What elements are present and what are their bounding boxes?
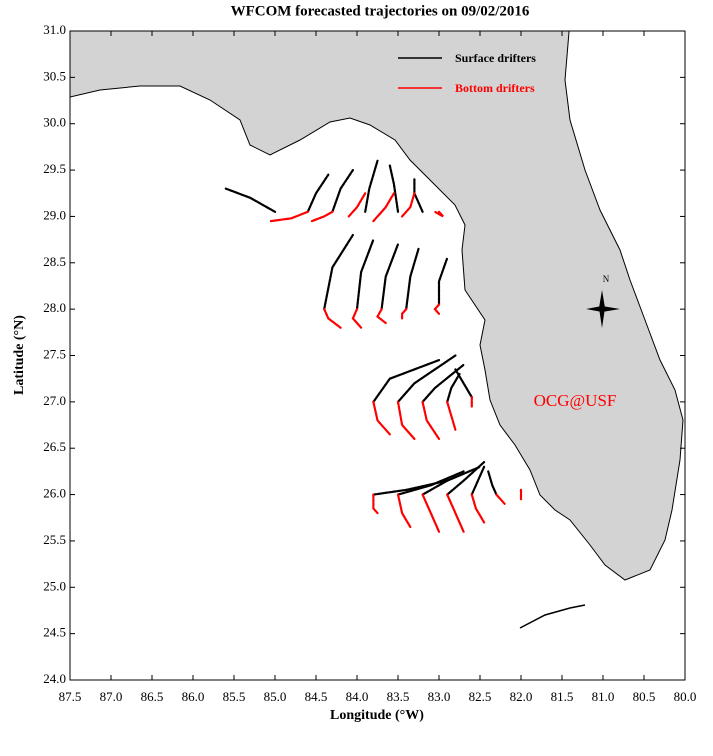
trajectory <box>421 363 465 403</box>
trajectory <box>421 493 441 533</box>
trajectory <box>446 400 457 431</box>
y-tick-label: 30.0 <box>43 115 66 130</box>
trajectory <box>396 470 465 496</box>
compass-needle <box>586 306 620 312</box>
x-tick-label: 81.5 <box>551 689 574 704</box>
x-tick-label: 84.0 <box>346 689 369 704</box>
trajectory <box>396 400 416 440</box>
y-tick-label: 24.5 <box>43 625 66 640</box>
land <box>70 31 684 629</box>
trajectory <box>347 192 367 218</box>
x-tick-label: 86.0 <box>182 689 205 704</box>
y-tick-label: 27.0 <box>43 393 66 408</box>
trajectory <box>396 354 457 403</box>
x-tick-label: 80.0 <box>674 689 697 704</box>
x-axis-label: Longitude (°W) <box>330 708 424 723</box>
compass-label: N <box>603 274 610 284</box>
x-tick-label: 82.0 <box>510 689 533 704</box>
y-tick-label: 25.5 <box>43 532 66 547</box>
y-tick-label: 24.0 <box>43 671 66 686</box>
trajectory <box>446 372 461 403</box>
trajectory <box>323 308 342 329</box>
annotation: OCG@USF <box>534 391 617 410</box>
trajectory <box>364 159 379 213</box>
trajectory <box>437 257 449 306</box>
x-tick-label: 84.5 <box>305 689 328 704</box>
x-tick-label: 82.5 <box>469 689 492 704</box>
trajectory <box>372 359 441 403</box>
trajectory <box>454 368 473 399</box>
trajectory <box>331 169 354 213</box>
trajectory <box>413 178 424 213</box>
y-tick-label: 30.5 <box>43 68 66 83</box>
trajectory <box>421 400 441 440</box>
y-tick-label: 27.5 <box>43 346 66 361</box>
y-tick-label: 26.0 <box>43 486 66 501</box>
trajectory <box>470 465 486 496</box>
legend-label: Bottom drifters <box>455 81 535 95</box>
trajectory <box>376 308 387 325</box>
x-tick-label: 87.0 <box>100 689 123 704</box>
y-tick-label: 26.5 <box>43 439 66 454</box>
trajectory <box>388 164 400 213</box>
y-tick-label: 31.0 <box>43 22 66 37</box>
trajectory <box>433 303 441 315</box>
y-tick-label: 25.0 <box>43 578 66 593</box>
trajectory <box>396 493 412 529</box>
x-tick-label: 83.5 <box>387 689 410 704</box>
trajectory <box>269 210 309 223</box>
trajectory <box>446 493 465 533</box>
trajectory <box>405 247 420 311</box>
x-tick-label: 83.0 <box>428 689 451 704</box>
trajectory <box>372 493 379 515</box>
trajectory <box>306 173 330 213</box>
y-tick-label: 28.0 <box>43 300 66 315</box>
y-tick-label: 28.5 <box>43 254 66 269</box>
x-tick-label: 80.5 <box>633 689 656 704</box>
trajectory <box>433 210 444 218</box>
x-tick-label: 86.5 <box>141 689 164 704</box>
florida-land <box>70 31 684 581</box>
trajectory <box>380 243 400 311</box>
trajectory <box>495 493 506 505</box>
tracks <box>224 159 523 533</box>
y-tick-label: 29.0 <box>43 207 66 222</box>
legend-label: Surface drifters <box>455 51 536 65</box>
trajectory <box>372 192 395 223</box>
trajectory <box>470 493 486 524</box>
trajectory <box>355 238 375 311</box>
trajectory <box>401 308 408 320</box>
trajectory <box>372 400 391 436</box>
florida-keys <box>519 604 586 629</box>
trajectory <box>310 210 334 223</box>
x-tick-label: 85.5 <box>223 689 246 704</box>
compass: N <box>586 274 620 328</box>
x-tick-label: 85.0 <box>264 689 287 704</box>
trajectory <box>446 461 486 496</box>
y-tick-label: 29.5 <box>43 161 66 176</box>
x-tick-label: 81.0 <box>592 689 615 704</box>
trajectory <box>487 470 498 496</box>
trajectory <box>351 308 363 329</box>
x-tick-label: 87.5 <box>59 689 82 704</box>
trajectory <box>401 192 416 218</box>
trajectory <box>224 187 277 213</box>
chart-title: WFCOM forecasted trajectories on 09/02/2… <box>231 3 530 19</box>
trajectory <box>323 233 354 311</box>
y-axis-label: Latitude (°N) <box>12 315 27 395</box>
trajectory <box>421 465 482 496</box>
